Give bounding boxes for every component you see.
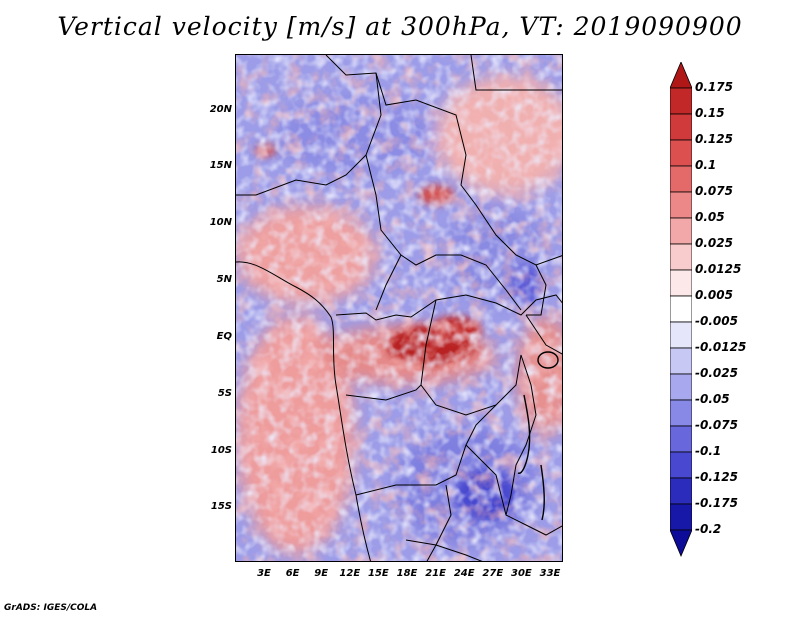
- border-cameroon: [375, 254, 402, 311]
- lon-label-27e: 27E: [482, 568, 504, 579]
- colorbar-label: -0.175: [695, 496, 738, 510]
- colorbar-label: 0.0125: [695, 262, 742, 276]
- border-niger-chad: [236, 72, 382, 196]
- colorbar-label: -0.125: [695, 470, 738, 484]
- colorbar-swatch: [670, 347, 692, 375]
- border-congo-south: [345, 384, 422, 401]
- colorbar-swatch: [670, 217, 692, 245]
- lake-malawi: [540, 464, 545, 521]
- colorbar-swatch: [670, 529, 692, 558]
- border-libya-egypt: [470, 55, 562, 91]
- border-zambia-west: [426, 484, 452, 561]
- vertical-velocity-field: [236, 55, 562, 561]
- lat-label-15n: 15N: [209, 160, 232, 171]
- border-sudan-south: [526, 264, 547, 316]
- colorbar-swatch: [670, 243, 692, 271]
- lat-label-15s: 15S: [210, 501, 232, 512]
- lon-label-33e: 33E: [539, 568, 561, 579]
- colorbar-label: -0.1: [695, 444, 722, 458]
- lake-tanganyika: [517, 394, 531, 474]
- lakes: [517, 351, 559, 521]
- lake-victoria: [537, 351, 559, 369]
- map-title: Vertical velocity [m/s] at 300hPa, VT: 2…: [57, 12, 743, 41]
- lon-label-3e: 3E: [257, 568, 271, 579]
- border-angola: [355, 404, 497, 496]
- map-panel: [235, 54, 563, 562]
- colorbar-label: -0.05: [695, 392, 730, 406]
- colorbar-label: -0.2: [695, 522, 722, 536]
- lat-label-5n: 5N: [216, 274, 232, 285]
- country-borders: [236, 55, 562, 561]
- colorbar-label: 0.125: [695, 132, 733, 146]
- lon-label-9e: 9E: [314, 568, 329, 579]
- lat-label-10s: 10S: [210, 445, 232, 456]
- colorbar-swatch: [670, 425, 692, 453]
- lon-label-12e: 12E: [339, 568, 361, 579]
- colorbar-swatch: [670, 113, 692, 141]
- colorbar-swatch: [670, 321, 692, 349]
- colorbar-swatch: [670, 269, 692, 297]
- colorbar-label: -0.0125: [695, 340, 747, 354]
- lon-label-6e: 6E: [285, 568, 300, 579]
- lon-label-18e: 18E: [396, 568, 418, 579]
- colorbar-label: 0.025: [695, 236, 733, 250]
- colorbar-label: -0.005: [695, 314, 738, 328]
- colorbar-swatch: [670, 165, 692, 193]
- colorbar: [670, 62, 692, 558]
- border-south: [405, 539, 483, 561]
- lat-label-20n: 20N: [209, 104, 232, 115]
- colorbar-swatch: [670, 373, 692, 401]
- colorbar-swatch: [670, 295, 692, 323]
- lon-label-15e: 15E: [368, 568, 389, 579]
- border-zambia: [465, 444, 562, 536]
- colorbar-label: -0.025: [695, 366, 738, 380]
- coastline-west: [236, 261, 371, 561]
- colorbar-swatch: [670, 62, 692, 89]
- border-east: [525, 314, 562, 355]
- colorbar-label: 0.15: [695, 106, 725, 120]
- lat-label-5s: 5S: [217, 388, 232, 399]
- colorbar-label: -0.075: [695, 418, 738, 432]
- field-texture-2: [236, 55, 562, 561]
- colorbar-swatch: [670, 399, 692, 427]
- colorbar-swatch: [670, 477, 692, 505]
- colorbar-swatch: [670, 503, 692, 531]
- colorbar-swatch: [670, 87, 692, 115]
- colorbar-label: 0.175: [695, 80, 733, 94]
- border-central: [335, 294, 562, 321]
- lon-label-24e: 24E: [453, 568, 475, 579]
- colorbar-label: 0.05: [695, 210, 725, 224]
- colorbar-swatch: [670, 139, 692, 167]
- lat-label-10n: 10N: [209, 217, 232, 228]
- lon-label-21e: 21E: [425, 568, 446, 579]
- colorbar-swatch: [670, 191, 692, 219]
- border-chad-car: [365, 154, 522, 311]
- border-lakes: [505, 354, 537, 516]
- colorbar-swatch: [670, 451, 692, 479]
- colorbar-label: 0.005: [695, 288, 733, 302]
- grads-credit: GrADS: IGES/COLA: [4, 603, 98, 613]
- lat-label-eq: EQ: [216, 331, 232, 342]
- colorbar-label: 0.075: [695, 184, 733, 198]
- border-drc-east: [420, 299, 522, 416]
- lon-label-30e: 30E: [511, 568, 532, 579]
- colorbar-label: 0.1: [695, 158, 717, 172]
